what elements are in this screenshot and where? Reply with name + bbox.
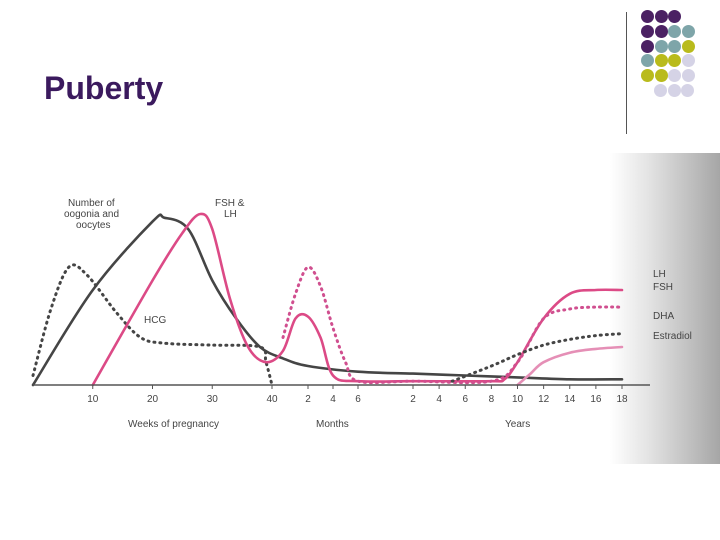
tick-label: 10 — [512, 394, 524, 405]
decor-dot — [641, 39, 654, 53]
decor-dot — [654, 54, 668, 68]
tick-label: 30 — [207, 394, 219, 405]
tick-label: 8 — [489, 394, 495, 405]
decor-dot — [681, 24, 695, 38]
label-dha: DHA — [653, 311, 674, 322]
decor-dot — [654, 24, 668, 38]
decor-dot — [681, 54, 695, 68]
label-estradiol: Estradiol — [653, 331, 692, 342]
label-oocytes-line1: Number of — [68, 198, 115, 209]
decor-dot — [668, 10, 681, 23]
decor-dot — [668, 39, 681, 53]
series-line-2 — [91, 212, 624, 387]
label-oocytes-line3: oocytes — [76, 220, 110, 231]
decor-dot — [668, 69, 681, 83]
tick-label: 20 — [147, 394, 159, 405]
tick-label: 40 — [266, 394, 278, 405]
decor-dot — [641, 24, 654, 38]
decor-dot — [668, 54, 681, 68]
slide-title: Puberty — [44, 70, 164, 106]
series-line-1 — [31, 263, 274, 387]
decor-dot — [641, 69, 654, 83]
x-axis-ticks: 10 20 30 40 2 4 6 2 4 6 8 10 12 14 16 18 — [87, 385, 628, 405]
axis-label-months: Months — [316, 419, 349, 430]
tick-label: 6 — [355, 394, 361, 405]
series-line-5 — [516, 345, 624, 387]
tick-label: 2 — [305, 394, 311, 405]
puberty-hormone-chart: 10 20 30 40 2 4 6 2 4 6 8 10 12 14 16 18 Number of oogo… — [31, 198, 692, 430]
decor-dot — [667, 84, 681, 97]
tick-label: 16 — [590, 394, 602, 405]
decor-dot — [654, 69, 668, 83]
series-line-3 — [281, 265, 624, 385]
decor-dot — [654, 84, 667, 97]
decor-dot — [654, 10, 668, 23]
series-line-4 — [450, 332, 624, 383]
tick-label: 14 — [564, 394, 576, 405]
tick-label: 10 — [87, 394, 99, 405]
divider-line — [626, 12, 627, 134]
decor-dot — [681, 84, 694, 97]
label-fsh-lh-line1: FSH & — [215, 198, 245, 209]
tick-label: 6 — [462, 394, 468, 405]
decor-dot — [641, 10, 654, 23]
tick-label: 12 — [538, 394, 550, 405]
label-hcg: HCG — [144, 315, 166, 326]
decor-dot — [681, 69, 695, 83]
decor-dot — [641, 54, 654, 68]
label-fsh: FSH — [653, 282, 673, 293]
photo-edge-shadow — [610, 153, 720, 464]
label-oocytes-line2: oogonia and — [64, 209, 119, 220]
decor-dot — [681, 39, 695, 53]
tick-label: 18 — [616, 394, 628, 405]
tick-label: 4 — [330, 394, 336, 405]
chart-curves — [31, 212, 624, 387]
decor-dot — [668, 24, 681, 38]
label-lh: LH — [653, 269, 666, 280]
label-fsh-lh-line2: LH — [224, 209, 237, 220]
tick-label: 4 — [436, 394, 442, 405]
tick-label: 2 — [410, 394, 416, 405]
decor-dot — [654, 39, 668, 53]
series-line-0 — [31, 213, 624, 387]
axis-label-years: Years — [505, 419, 530, 430]
axis-label-weeks: Weeks of pregnancy — [128, 419, 219, 430]
